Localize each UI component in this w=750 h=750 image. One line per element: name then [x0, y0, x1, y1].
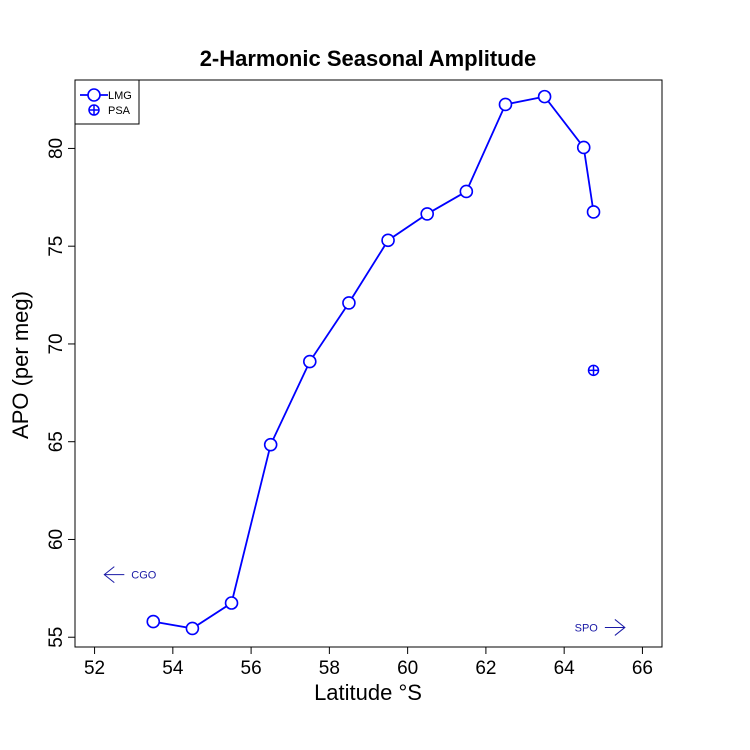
series-lmg-point-3 [263, 437, 278, 452]
x-tick-label-3: 58 [319, 658, 340, 679]
y-tick-label-3: 70 [46, 333, 67, 354]
annotation-layer: CGO SPO [103, 566, 626, 636]
y-tick-label-2: 65 [46, 431, 67, 452]
spo-label: SPO [575, 622, 599, 634]
series-lmg-point-4 [302, 354, 317, 369]
x-tick-label-1: 54 [162, 658, 184, 679]
series-lmg-point-8 [459, 184, 474, 199]
chart-title: 2-Harmonic Seasonal Amplitude [200, 46, 537, 71]
series-lmg-point-2 [224, 596, 239, 610]
y-tick-label-5: 80 [46, 138, 67, 159]
series-lmg-point-11 [576, 140, 591, 155]
spo-arrow-head [614, 619, 626, 636]
y-axis-label: APO (per meg) [8, 291, 33, 439]
legend: LMG PSA [74, 79, 140, 125]
y-tick-label-1: 60 [46, 529, 67, 550]
y-tick-label-0: 55 [46, 627, 67, 648]
legend-psa-label: PSA [108, 105, 131, 117]
cgo-arrow-head [103, 566, 115, 584]
series-lmg-point-5 [342, 296, 356, 310]
series-lmg-point-12 [586, 205, 601, 219]
x-tick-label-6: 64 [554, 658, 576, 679]
x-tick-label-2: 56 [241, 658, 262, 679]
cgo-annotation: CGO [103, 566, 157, 584]
series-lmg-point-1 [185, 621, 200, 636]
plot-frame [74, 79, 663, 648]
x-tick-label-7: 66 [632, 658, 653, 679]
x-tick-label-4: 60 [397, 658, 418, 679]
series-lmg-point-7 [420, 207, 435, 221]
y-axis: 55 60 65 70 75 80 [46, 138, 75, 648]
series-lmg-point-10 [537, 89, 552, 104]
series-psa-point-0 [587, 364, 600, 377]
legend-lmg-label: LMG [108, 90, 132, 102]
x-tick-label-0: 52 [84, 658, 105, 679]
y-tick-label-4: 75 [46, 236, 67, 257]
cgo-label: CGO [131, 570, 157, 582]
x-tick-label-5: 62 [475, 658, 496, 679]
series-lmg-line [153, 95, 595, 630]
spo-annotation: SPO [575, 619, 626, 636]
series-layer [146, 89, 601, 636]
x-axis: 52 54 56 58 60 62 64 66 [84, 647, 653, 679]
series-lmg-point-6 [381, 233, 395, 248]
legend-box [74, 79, 140, 125]
legend-lmg-marker [87, 88, 101, 102]
series-lmg-point-9 [498, 97, 513, 112]
series-lmg-point-0 [146, 614, 161, 629]
x-axis-label: Latitude °S [314, 680, 422, 705]
